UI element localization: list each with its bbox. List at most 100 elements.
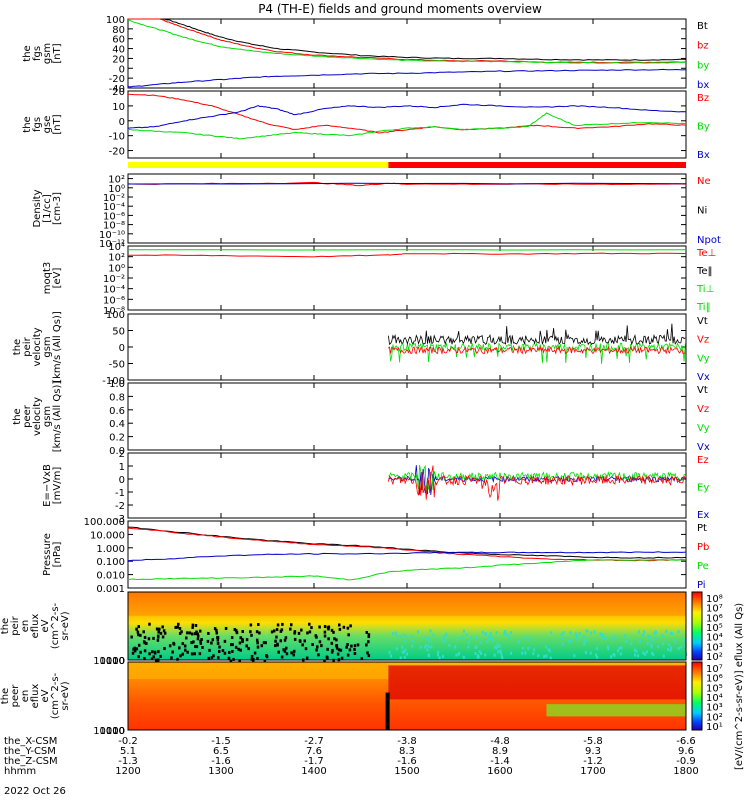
ion-low-count <box>323 659 326 663</box>
ion-speckle <box>599 632 602 636</box>
ion-low-count <box>280 655 284 659</box>
series-line-Bt <box>128 18 687 61</box>
ion-speckle <box>645 650 648 654</box>
ion-low-count <box>353 651 357 655</box>
ion-low-count <box>132 647 135 651</box>
y-axis-label: E=−VxB [mV/m] <box>42 464 63 507</box>
ion-speckle <box>412 638 415 642</box>
legend-Vx: Vx <box>697 372 710 383</box>
y-label-line: [nPa] <box>52 541 63 567</box>
y-axis-label: the peer velocity gsm [km/s (All Qs)] <box>12 381 63 453</box>
mode-bar-slow-survey <box>128 162 389 168</box>
ion-speckle <box>532 652 535 656</box>
ion-speckle <box>638 630 641 634</box>
y-label-line: gsm <box>42 336 53 357</box>
ion-low-count <box>277 650 280 654</box>
ion-speckle <box>582 635 585 639</box>
y-tick-label: 1.000 <box>96 544 125 555</box>
ion-speckle <box>495 646 498 650</box>
ion-speckle <box>537 654 540 658</box>
ion-speckle <box>476 635 479 639</box>
ion-low-count <box>137 655 140 659</box>
ion-speckle <box>671 631 674 635</box>
ion-low-count <box>249 630 252 634</box>
y-label-line: peir <box>22 336 33 356</box>
ion-low-count <box>237 647 240 651</box>
ion-low-count <box>190 652 194 656</box>
ion-speckle <box>662 654 665 658</box>
x-row-value: -3.8 <box>397 736 417 747</box>
ion-low-count <box>216 656 220 660</box>
colorbars-group: 10⁸10⁷10⁶10⁵10⁴10³10²10⁷10⁶10⁵10⁴10³10²1… <box>691 591 745 770</box>
x-row-label: hhmm <box>4 766 36 777</box>
ion-speckle <box>488 635 491 639</box>
ion-low-count <box>131 651 135 655</box>
y-tick-label: 10⁻² <box>103 193 125 204</box>
ion-low-count <box>281 622 284 626</box>
ion-low-count <box>180 630 183 634</box>
ion-low-count <box>157 650 160 654</box>
ion-speckle <box>443 639 446 643</box>
ion-speckle <box>504 630 507 634</box>
series-line-Npot <box>127 182 687 185</box>
ion-low-count <box>339 648 343 652</box>
ion-low-count <box>366 651 369 655</box>
ion-low-count <box>326 647 329 651</box>
electron-spectrogram-frame <box>127 661 687 731</box>
ion-low-count <box>234 645 238 649</box>
ion-low-count <box>179 654 182 658</box>
colorbar-tick-label: 10² <box>706 652 723 663</box>
ion-speckle <box>619 652 622 656</box>
ion-low-count <box>308 622 311 626</box>
ion-low-count <box>148 622 151 626</box>
ion-low-count <box>168 644 172 648</box>
ion-low-count <box>239 648 242 652</box>
ion-low-count <box>224 626 228 630</box>
ion-speckle <box>411 644 414 648</box>
x-row-value: 8.9 <box>492 746 508 757</box>
y-tick-label: -40 <box>109 84 125 95</box>
x-row-value: 9.3 <box>585 746 601 757</box>
ion-low-count <box>216 638 220 642</box>
y-label-line: en <box>20 620 31 633</box>
x-row-label: the_X-CSM <box>4 736 57 747</box>
ion-speckle <box>416 630 419 634</box>
y-tick-label: 0 <box>119 64 125 75</box>
x-row-value: 7.6 <box>306 746 322 757</box>
ion-speckle <box>574 632 577 636</box>
ion-low-count <box>184 648 187 652</box>
y-tick-label: 10⁻⁶ <box>103 211 125 222</box>
panel-fgs_gse_mag: 20 10 0 -10 -20 the fgs gse [nT] Bz By Bx <box>22 87 710 161</box>
electron-data-gap <box>385 692 390 730</box>
ion-low-count <box>190 641 193 645</box>
ion-speckle <box>618 646 621 650</box>
ion-low-count <box>260 644 264 648</box>
ion-low-count <box>181 652 185 656</box>
ion-low-count <box>292 653 296 657</box>
y-tick-label: 10⁰ <box>108 184 125 195</box>
ion-speckle <box>401 650 404 654</box>
y-label-line: eV <box>40 619 51 632</box>
legend-Te⊥: Te⊥ <box>696 248 716 259</box>
ion-low-count <box>191 625 194 629</box>
ion-low-count <box>199 639 202 643</box>
ion-low-count <box>335 644 338 648</box>
ion-low-count <box>367 654 371 658</box>
ion-speckle <box>545 654 548 658</box>
ion-speckle <box>484 653 487 657</box>
ion-speckle <box>593 630 596 634</box>
y-tick-label: 0.0 <box>109 446 125 457</box>
ion-low-count <box>256 656 259 660</box>
ion-low-count <box>139 633 142 637</box>
ion-speckle <box>425 643 428 647</box>
y-tick-label: 1000 <box>100 726 125 737</box>
ion-speckle <box>419 645 422 649</box>
ion-speckle <box>496 644 499 648</box>
ion-low-count <box>346 626 350 630</box>
y-label-line: velocity <box>32 327 43 366</box>
ion-speckle <box>448 643 451 647</box>
ion-speckle <box>406 652 409 656</box>
ion-speckle <box>654 636 657 640</box>
colorbar-tick-label: 10³ <box>706 642 723 653</box>
y-label-line: fgs <box>32 46 43 61</box>
